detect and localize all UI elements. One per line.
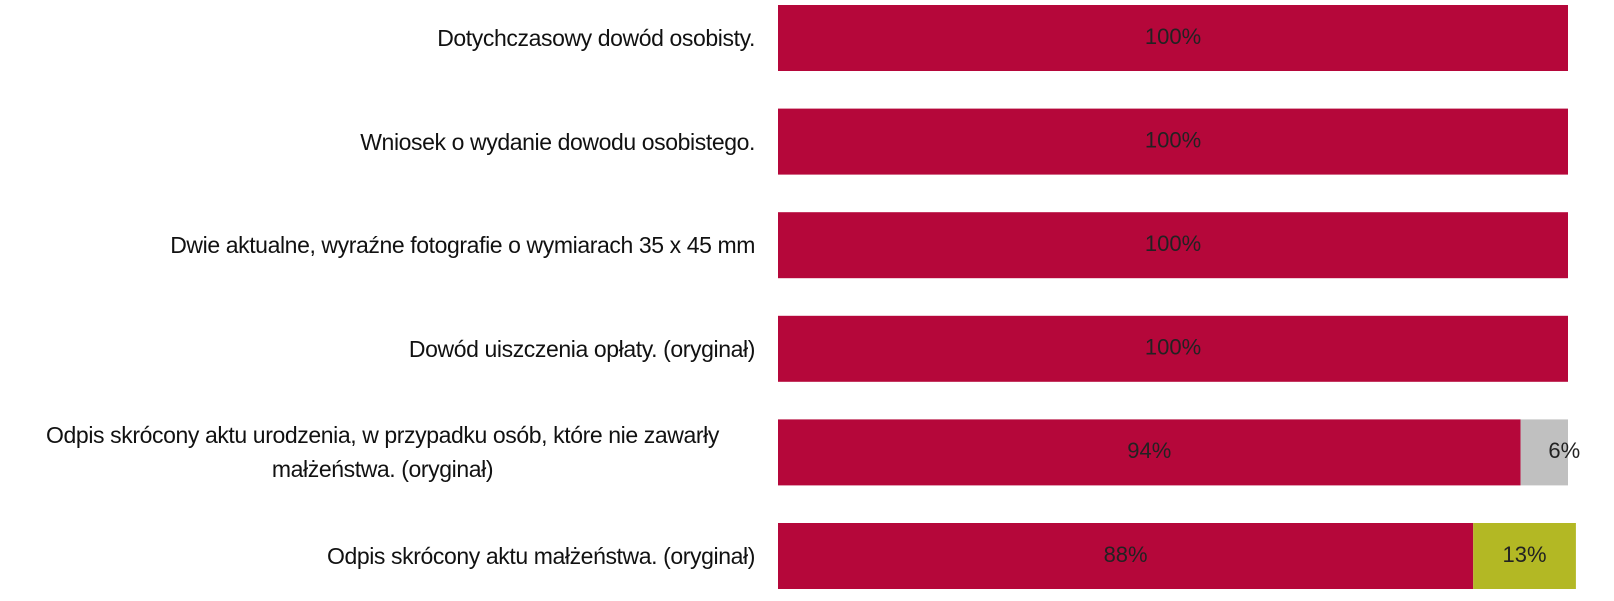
category-label-text: Dowód uiszczenia opłaty. (oryginał) bbox=[408, 335, 755, 362]
bar-segment bbox=[1473, 523, 1576, 589]
value-label: 6% bbox=[1548, 438, 1580, 463]
value-label: 100% bbox=[1145, 127, 1201, 152]
value-label: 88% bbox=[1104, 542, 1148, 567]
category-label-text: Odpis skrócony aktu urodzenia, w przypad… bbox=[46, 422, 719, 483]
category-label: Dowód uiszczenia opłaty. (oryginał) bbox=[0, 316, 755, 382]
category-label-text: Dotychczasowy dowód osobisty. bbox=[437, 25, 755, 51]
value-label: 100% bbox=[1145, 231, 1201, 256]
category-label: Wniosek o wydanie dowodu osobistego. bbox=[0, 109, 755, 175]
bar-segment bbox=[778, 315, 1568, 382]
category-label-text: Odpis skrócony aktu małżeństwa. (orygina… bbox=[326, 543, 755, 569]
value-label: 13% bbox=[1503, 542, 1547, 567]
value-label: 100% bbox=[1145, 335, 1201, 360]
category-label: Odpis skrócony aktu małżeństwa. (orygina… bbox=[0, 523, 755, 589]
value-label: 94% bbox=[1127, 438, 1171, 463]
category-label: Odpis skrócony aktu urodzenia, w przypad… bbox=[0, 419, 755, 485]
bar-segment bbox=[778, 212, 1568, 279]
bar-segment bbox=[778, 5, 1568, 71]
bar-segment bbox=[778, 419, 1521, 486]
category-label-text: Wniosek o wydanie dowodu osobistego. bbox=[360, 128, 755, 155]
category-label: Dotychczasowy dowód osobisty. bbox=[0, 5, 755, 71]
category-label: Dwie aktualne, wyraźne fotografie o wymi… bbox=[0, 212, 755, 278]
value-label: 100% bbox=[1145, 24, 1201, 49]
bar-segment bbox=[778, 108, 1568, 175]
bar-segment bbox=[1520, 419, 1568, 486]
bar-segment bbox=[778, 523, 1474, 589]
category-label-text: Dwie aktualne, wyraźne fotografie o wymi… bbox=[170, 232, 755, 259]
